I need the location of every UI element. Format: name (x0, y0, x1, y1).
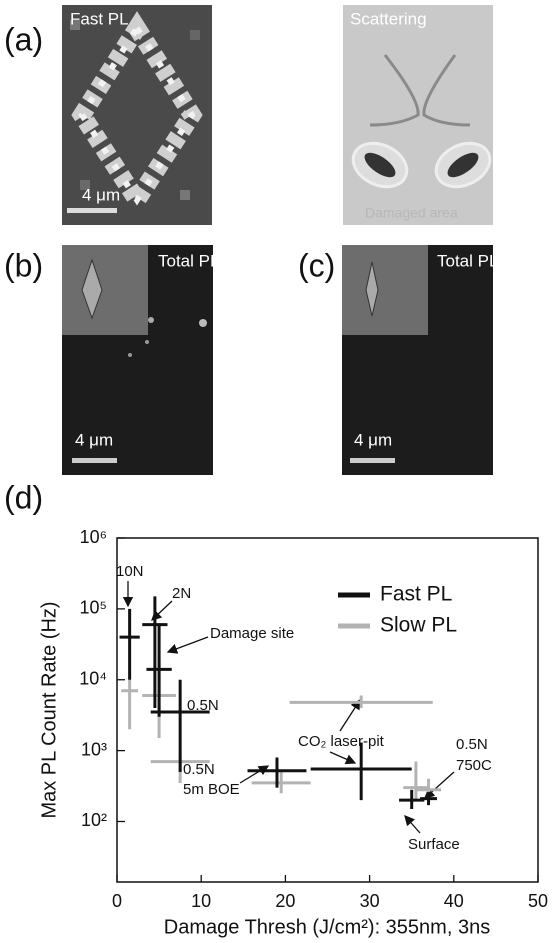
annotation: 0.5N (187, 697, 219, 714)
y-tick-label: 10² (81, 810, 107, 830)
panel-label: (c) (298, 247, 335, 283)
x-tick-label: 40 (444, 891, 464, 911)
annotation: 5m BOE (183, 781, 240, 798)
image-title: Total PL (158, 251, 219, 270)
panel-label: (d) (4, 479, 43, 515)
image-title: Total PL (437, 251, 498, 270)
image-title: Scattering (350, 9, 427, 28)
annotation: CO₂ laser-pit (298, 733, 385, 750)
x-tick-label: 30 (360, 891, 380, 911)
x-tick-label: 10 (191, 891, 211, 911)
panel-label: (a) (4, 21, 43, 57)
image-caption: Damaged area (365, 205, 458, 221)
plot-frame (116, 537, 539, 883)
scale-label: 4 μm (82, 185, 120, 204)
x-axis-label: Damage Thresh (J/cm²): 355nm, 3ns (164, 916, 490, 938)
y-tick-label: 10⁴ (79, 668, 107, 688)
x-tick-label: 20 (275, 891, 295, 911)
annotation: Damage site (210, 625, 294, 642)
annotation: 0.5N (183, 761, 215, 778)
y-axis-label: Max PL Count Rate (Hz) (38, 601, 60, 818)
y-tick-label: 10⁶ (80, 527, 107, 547)
scattering-image (343, 5, 493, 225)
x-tick-label: 0 (112, 891, 122, 911)
y-tick-label: 10³ (81, 739, 107, 759)
image-title: Fast PL (70, 9, 129, 28)
annotation: 10N (116, 563, 144, 580)
annotation: Surface (408, 836, 460, 853)
fast-pl-image (62, 5, 212, 225)
scale-label: 4 μm (354, 430, 392, 449)
annotation: 750C (456, 757, 492, 774)
total-pl-image (62, 245, 213, 475)
total-pl-image (342, 245, 493, 475)
panel-label: (b) (4, 247, 43, 283)
annotation: 0.5N (456, 736, 488, 753)
x-tick-label: 50 (528, 891, 548, 911)
annotation: 2N (172, 585, 191, 602)
y-tick-label: 10⁵ (80, 598, 107, 618)
scale-label: 4 μm (75, 430, 113, 449)
legend-label: Fast PL (380, 583, 452, 606)
legend-label: Slow PL (380, 614, 457, 637)
